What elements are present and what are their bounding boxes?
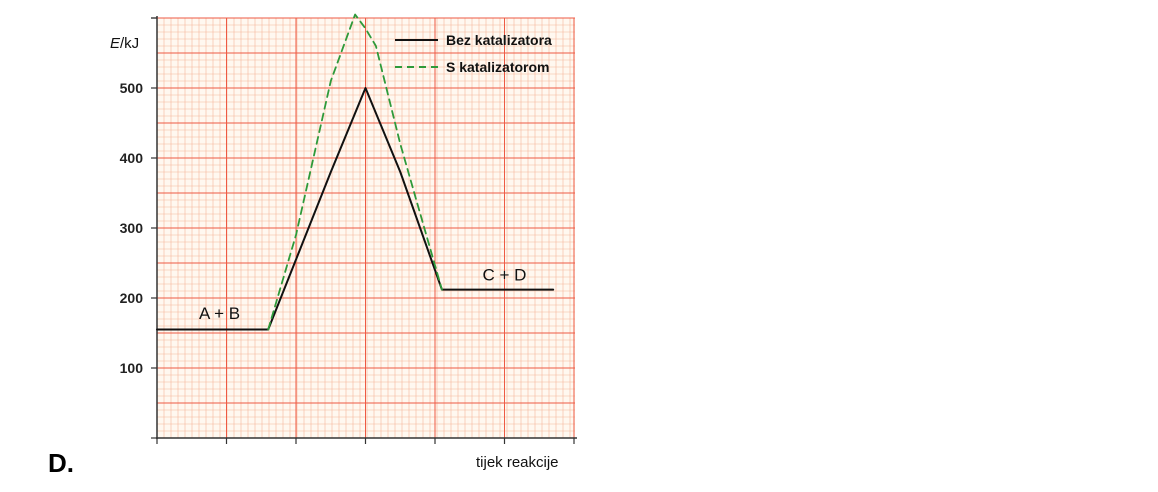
chart-series <box>156 13 555 331</box>
series-line-s-katalizatorom <box>267 13 443 331</box>
y-axis-unit: /kJ <box>120 35 139 52</box>
option-letter: D. <box>48 448 74 478</box>
legend-label-s-katalizatorom: S katalizatorom <box>446 59 549 75</box>
y-tick-label: 400 <box>120 150 144 166</box>
y-tick-labels: 100 200 300 400 500 <box>120 80 144 376</box>
y-axis-symbol: E <box>110 35 121 52</box>
annotation-ab: A + B <box>199 304 240 323</box>
y-tick-label: 300 <box>120 220 144 236</box>
y-tick-label: 100 <box>120 360 144 376</box>
y-tick-label: 200 <box>120 290 144 306</box>
legend-label-bez-katalizatora: Bez katalizatora <box>446 32 552 48</box>
x-axis-title: tijek reakcije <box>476 454 559 471</box>
chart-legend: Bez katalizatora S katalizatorom <box>395 32 552 75</box>
y-axis-title: E/kJ <box>110 35 139 52</box>
chart-annotations: A + B C + D <box>199 266 526 324</box>
annotation-cd: C + D <box>483 266 527 285</box>
y-tick-label: 500 <box>120 80 144 96</box>
chart-axes <box>151 16 577 444</box>
